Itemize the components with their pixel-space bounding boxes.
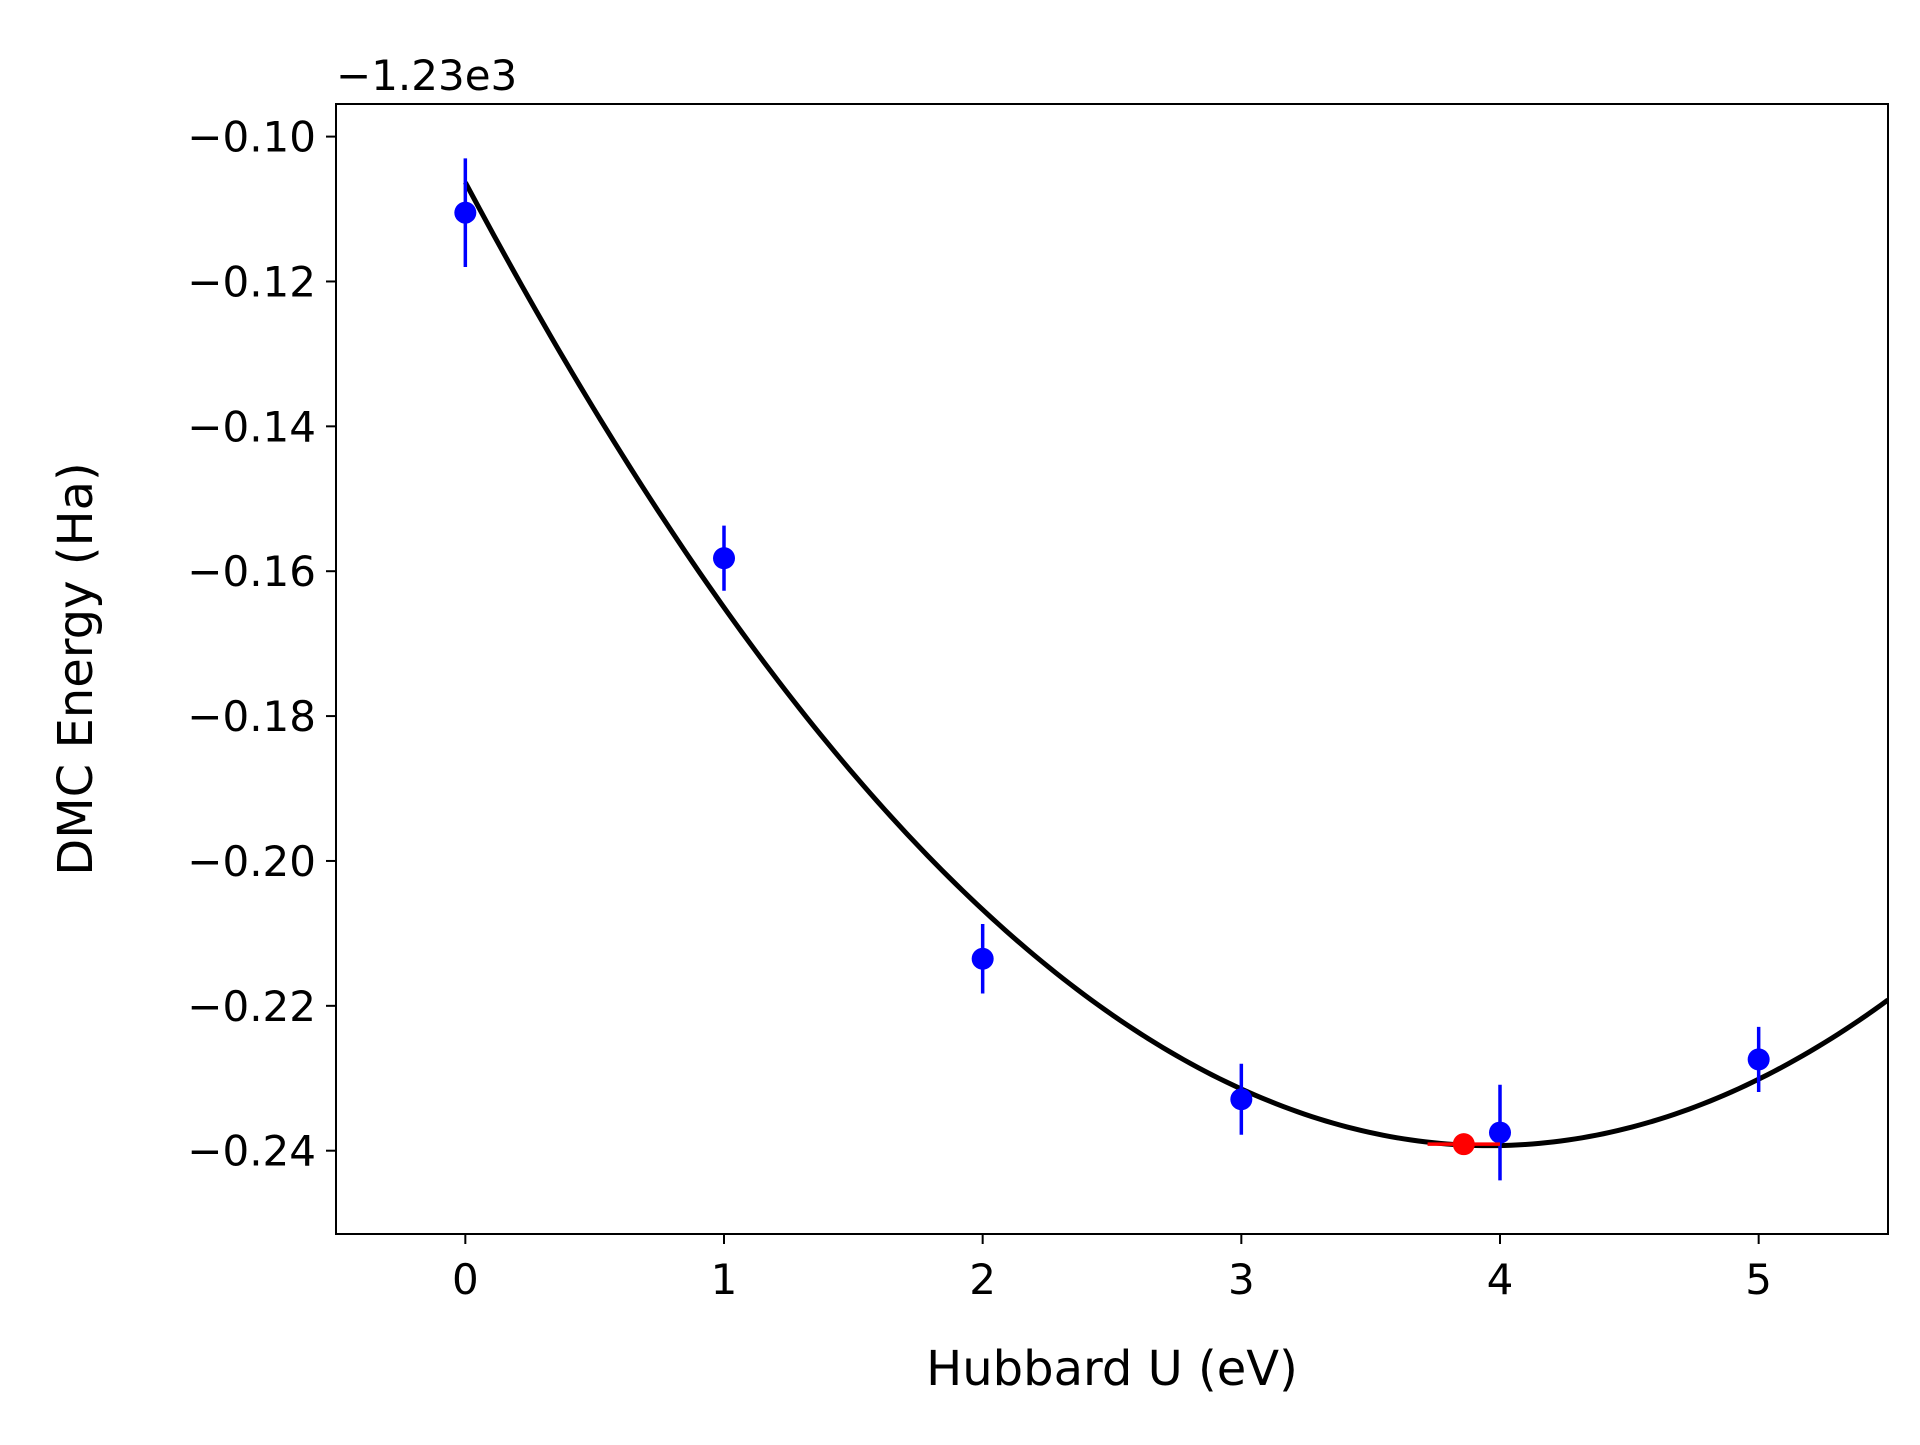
y-tick-label: −0.14 <box>187 402 316 451</box>
data-point <box>1489 1121 1511 1144</box>
y-tick-label: −0.18 <box>187 692 316 741</box>
y-tick-label: −0.20 <box>187 837 316 886</box>
y-tick-label: −0.10 <box>187 113 316 162</box>
fit-curve <box>463 181 1888 1149</box>
x-tick-label: 0 <box>452 1255 479 1304</box>
y-axis-ticks: −0.10 −0.12 −0.14 −0.16 −0.18 −0.20 −0.22 −0.24 <box>187 113 336 1176</box>
y-tick-label: −0.16 <box>187 547 316 596</box>
y-tick-label: −0.12 <box>187 257 316 306</box>
x-tick-label: 3 <box>1228 1255 1255 1304</box>
x-tick-label: 5 <box>1745 1255 1772 1304</box>
x-axis-label: Hubbard U (eV) <box>926 1341 1298 1397</box>
x-tick-label: 2 <box>969 1255 996 1304</box>
data-point <box>971 947 994 970</box>
y-axis-offset-label: −1.23e3 <box>336 51 517 100</box>
y-tick-label: −0.24 <box>187 1127 316 1176</box>
x-tick-label: 1 <box>711 1255 738 1304</box>
y-tick-label: −0.22 <box>187 982 316 1031</box>
data-point <box>713 547 735 570</box>
axes-frame <box>335 103 1889 1235</box>
x-tick-label: 4 <box>1487 1255 1514 1304</box>
minimum-point <box>1452 1133 1475 1156</box>
data-point <box>454 201 477 224</box>
data-point <box>1747 1048 1770 1071</box>
x-axis-ticks: 0 1 2 3 4 5 <box>452 1234 1772 1304</box>
y-axis-label: DMC Energy (Ha) <box>48 462 104 875</box>
plot-marks <box>454 158 1888 1181</box>
data-point <box>1230 1088 1253 1111</box>
